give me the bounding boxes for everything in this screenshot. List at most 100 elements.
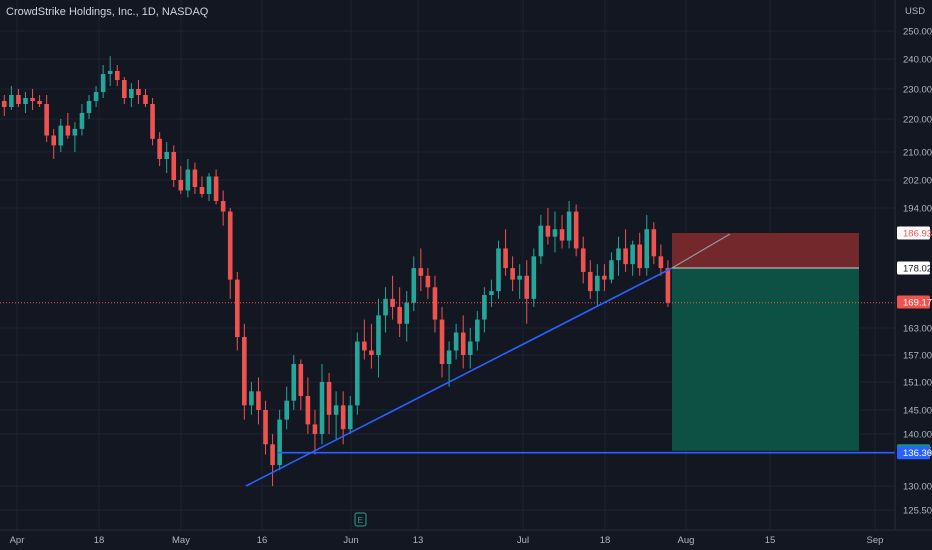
candle-body [192, 169, 198, 187]
price-tick-label: 220.00 [903, 115, 932, 126]
candle-body [531, 256, 537, 299]
candle-body [256, 391, 261, 410]
candle-body [467, 341, 473, 355]
candle-body [475, 319, 480, 342]
candle-body [171, 152, 177, 180]
candle-body [227, 211, 233, 280]
candle-body [545, 225, 551, 237]
candle-body [44, 104, 49, 136]
price-badge-label: 186.93 [903, 229, 932, 240]
candle-body [65, 125, 71, 136]
earnings-marker-icon[interactable]: E [354, 512, 367, 527]
take-profit-zone[interactable] [672, 268, 859, 451]
position-zones[interactable] [672, 233, 859, 451]
time-tick-label: Jun [343, 535, 358, 546]
price-scale-labels: 250.00 240.00 230.00 220.00 210.00 202.00 194.… [903, 27, 932, 517]
price-tick-label: 125.50 [903, 506, 932, 517]
candle-body [213, 176, 219, 201]
price-tick-label: 163.00 [903, 324, 932, 335]
candle-body [164, 152, 169, 159]
candle-body [587, 271, 593, 292]
candle-body [482, 294, 487, 320]
candle-body [362, 341, 367, 351]
currency-label: USD [905, 6, 925, 17]
candle-body [319, 382, 325, 434]
candle-body [432, 287, 438, 320]
candle-body [496, 248, 501, 292]
time-tick-label: Apr [10, 535, 25, 546]
candle-body [347, 405, 353, 430]
price-tick-label: 194.00 [903, 204, 932, 215]
candle-body [136, 89, 141, 95]
candle-body [538, 225, 544, 257]
price-tick-label: 130.00 [903, 482, 932, 493]
candle-body [418, 268, 424, 276]
candle-body [460, 332, 466, 355]
time-tick-label: Aug [678, 535, 695, 546]
candle-body [16, 95, 21, 104]
candle-body [573, 211, 579, 249]
time-tick-label: 18 [94, 535, 105, 546]
candle-body [129, 89, 134, 98]
candle-body [580, 248, 586, 272]
price-tick-label: 230.00 [903, 85, 932, 96]
candle-body [305, 396, 311, 425]
candle-body [376, 315, 381, 355]
candle-body [58, 125, 64, 146]
candle-body [453, 332, 459, 351]
time-scale[interactable] [0, 530, 932, 550]
entry-price-badge: 178.02 [897, 261, 932, 275]
candle-body [665, 268, 671, 303]
time-tick-label: May [172, 535, 190, 546]
candle-body [439, 319, 445, 364]
candle-body [637, 244, 642, 269]
price-tick-label: 140.00 [903, 430, 932, 441]
price-tick-label: 145.00 [903, 406, 932, 417]
candle-body [51, 135, 57, 146]
candle-body [107, 71, 113, 74]
candle-body [277, 419, 282, 466]
price-badge-label: 178.02 [903, 264, 932, 275]
price-badge-label: 136.36 [903, 448, 932, 459]
svg-text:E: E [358, 515, 364, 525]
support-price-badge: 136.36 [897, 446, 932, 460]
candle-body [291, 364, 297, 401]
candle-body [609, 260, 614, 280]
candle-body [658, 256, 664, 269]
time-tick-label: 18 [600, 535, 611, 546]
candle-body [242, 337, 247, 406]
candle-body [263, 410, 268, 445]
candle-body [397, 306, 402, 324]
price-badge-label: 169.17 [903, 298, 932, 309]
price-tick-label: 240.00 [903, 55, 932, 66]
candle-body [93, 92, 99, 101]
candle-body [602, 275, 607, 280]
candle-body [510, 268, 515, 280]
trend-line[interactable] [245, 267, 673, 487]
candle-body [651, 229, 657, 257]
candle-body [298, 364, 304, 396]
candle-body [114, 71, 120, 80]
drawings[interactable] [0, 233, 895, 487]
candle-body [199, 187, 205, 194]
time-tick-label: Jul [517, 535, 529, 546]
candle-body [249, 391, 254, 406]
candle-body [333, 405, 339, 415]
chart-title: CrowdStrike Holdings, Inc., 1D, NASDAQ [6, 6, 209, 18]
candle-body [411, 268, 417, 303]
projection-line[interactable] [671, 233, 731, 269]
time-tick-label: 13 [413, 535, 424, 546]
candle-body [284, 400, 289, 420]
price-tick-label: 151.00 [903, 378, 932, 389]
stop-loss-zone[interactable] [672, 233, 859, 268]
candle-body [340, 405, 346, 430]
candle-body [2, 101, 7, 107]
candle-body [37, 101, 42, 104]
candle-body [270, 444, 275, 466]
candle-body [150, 104, 155, 139]
candlestick-series [2, 56, 671, 486]
candle-body [616, 248, 621, 261]
